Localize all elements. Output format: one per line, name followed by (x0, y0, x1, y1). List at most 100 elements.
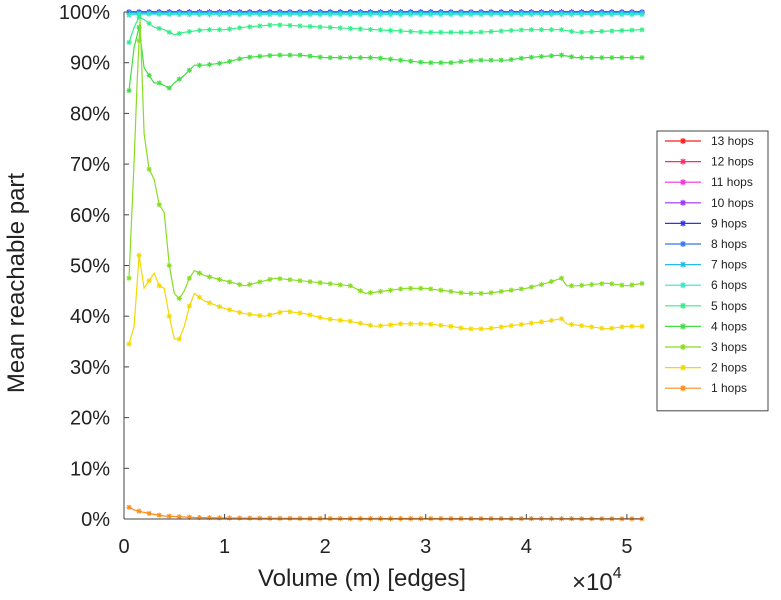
data-point (408, 321, 414, 327)
legend-item: 9 hops (665, 216, 747, 230)
data-point (166, 11, 172, 18)
data-point (176, 76, 182, 82)
data-point (579, 29, 585, 35)
data-point (508, 11, 514, 18)
data-point (599, 28, 605, 34)
legend-label: 4 hops (711, 319, 747, 333)
data-point (548, 53, 555, 59)
data-point (568, 11, 575, 18)
data-point (267, 52, 273, 59)
data-point (619, 11, 625, 18)
data-point (619, 55, 625, 61)
data-point (206, 27, 213, 33)
data-point (448, 11, 454, 18)
data-point (287, 309, 293, 315)
data-point (428, 321, 434, 327)
data-point (387, 56, 394, 62)
legend-marker (680, 344, 686, 350)
data-point (317, 24, 323, 30)
data-point (528, 11, 534, 18)
data-point (478, 57, 484, 63)
data-point (257, 11, 263, 18)
data-point (237, 25, 243, 31)
data-point (428, 29, 434, 35)
series-line (128, 19, 644, 300)
data-point (317, 11, 323, 18)
data-point (277, 276, 283, 282)
data-point (307, 279, 313, 285)
data-point (287, 515, 293, 521)
data-point (186, 11, 192, 18)
legend-item: 4 hops (665, 319, 747, 333)
data-point (176, 336, 182, 342)
data-point (156, 11, 162, 17)
data-point (257, 279, 263, 285)
data-point (357, 26, 363, 32)
legend-marker (680, 261, 686, 268)
data-point (589, 281, 595, 288)
data-point (237, 281, 243, 288)
data-point (136, 252, 142, 258)
data-point (337, 282, 343, 288)
data-point (488, 290, 494, 296)
series-5-hops (126, 14, 645, 46)
data-point (216, 11, 223, 18)
data-point (347, 515, 353, 522)
data-point (237, 11, 243, 18)
x-tick-label: 5 (621, 536, 632, 558)
x-exponent: ×104 (572, 565, 622, 596)
data-point (267, 312, 273, 318)
data-point (227, 515, 233, 521)
data-point (237, 309, 243, 315)
legend-item: 3 hops (665, 340, 747, 354)
data-point (216, 276, 223, 283)
data-point (327, 55, 333, 61)
data-point (609, 28, 615, 34)
data-point (408, 515, 414, 522)
data-point (548, 11, 555, 18)
data-point (297, 278, 303, 284)
data-point (639, 280, 645, 287)
data-point (247, 24, 253, 30)
data-point (186, 275, 192, 281)
data-point (448, 60, 454, 66)
data-point (176, 295, 182, 302)
data-point (216, 60, 223, 66)
data-point (146, 278, 152, 284)
data-point (176, 514, 182, 520)
data-point (438, 60, 444, 66)
data-point (488, 11, 494, 18)
data-point (639, 27, 645, 33)
data-point (317, 280, 323, 286)
data-point (257, 23, 263, 29)
data-point (458, 29, 464, 35)
data-point (418, 321, 424, 327)
data-point (629, 323, 635, 329)
data-point (166, 29, 172, 35)
data-point (156, 512, 162, 518)
y-axis: 0% 10% 20% 30% 40% 50% 60% 70% 80% 90% 100% (59, 2, 129, 531)
data-point (418, 11, 424, 18)
data-point (216, 27, 223, 33)
data-point (558, 316, 565, 322)
legend-label: 5 hops (711, 299, 747, 313)
data-point (156, 283, 162, 289)
data-point (357, 288, 363, 294)
legend-label: 3 hops (711, 340, 747, 354)
data-point (377, 27, 384, 33)
data-point (518, 321, 524, 328)
data-point (508, 27, 514, 34)
data-point (156, 25, 162, 32)
data-point (146, 166, 152, 172)
data-point (327, 316, 333, 322)
y-tick-label: 50% (70, 256, 110, 278)
data-point (126, 12, 132, 18)
data-point (579, 323, 585, 329)
legend-marker (680, 323, 686, 330)
data-point (619, 27, 625, 34)
legend-marker (680, 220, 686, 227)
data-point (468, 29, 474, 35)
series-line (128, 27, 643, 91)
data-point (196, 294, 203, 300)
data-point (337, 25, 343, 31)
